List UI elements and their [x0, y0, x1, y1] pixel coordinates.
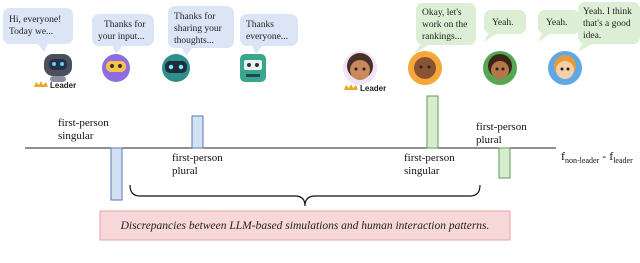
line: Thanks for: [104, 19, 146, 30]
avatar: [548, 51, 582, 85]
line: first-person: [58, 117, 109, 129]
avatar: [102, 54, 130, 82]
line: thoughts...: [174, 36, 214, 46]
avatar: [162, 54, 190, 82]
line: rankings...: [422, 32, 462, 42]
bar: [191, 115, 204, 149]
bubble: Yeah.: [484, 10, 526, 42]
symbol: f: [609, 149, 613, 163]
line: singular: [58, 130, 94, 142]
note-text: Discrepancies between LLM-based simulati…: [120, 220, 490, 232]
line: first-person: [476, 121, 527, 133]
avatar: [240, 54, 266, 82]
bubble-text: Hi, everyone! Today we...: [9, 15, 61, 37]
bar-label: first-person singular: [58, 117, 109, 142]
brace: [129, 184, 481, 207]
avatar: [343, 51, 377, 85]
avatar: [408, 51, 442, 85]
line: Thanks for: [174, 11, 216, 22]
crown: [34, 81, 48, 87]
line: sharing your: [174, 24, 223, 34]
line: Hi, everyone!: [9, 15, 61, 25]
avatar: [483, 51, 517, 85]
note-box: [99, 210, 511, 241]
bar: [426, 95, 439, 149]
bubble-text: Okay, let's work on the rankings...: [422, 8, 467, 42]
subscript: non-leader: [565, 156, 600, 165]
bubble-text: Thanks everyone...: [246, 20, 288, 42]
operator: -: [599, 149, 609, 163]
line: Yeah. I think: [583, 7, 632, 17]
axis-label: fnon-leader - fleader: [561, 149, 633, 165]
line: plural: [476, 134, 502, 146]
bubble: Okay, let's work on the rankings...: [414, 3, 476, 54]
bubble: Thanks for your input...: [92, 14, 154, 54]
bar: [110, 147, 123, 201]
subscript: leader: [613, 156, 633, 165]
bubble: Thanks everyone...: [240, 14, 298, 54]
line: your input...: [98, 32, 144, 42]
bubble-text: Thanks for sharing your thoughts...: [174, 11, 223, 46]
bubble: Yeah. I think that's a good idea.: [578, 2, 640, 52]
bubble-text: Thanks for your input...: [98, 19, 146, 42]
symbol: f: [561, 149, 565, 163]
line: Thanks: [246, 20, 274, 30]
bar-label: first-person plural: [172, 152, 223, 177]
bubble-text: Yeah. I think that's a good idea.: [583, 7, 632, 41]
crown: [344, 84, 358, 90]
line: everyone...: [246, 32, 288, 42]
leader-label: Leader: [360, 84, 386, 93]
line: plural: [172, 165, 198, 177]
bar-label: first-person singular: [404, 152, 455, 177]
line: Today we...: [9, 27, 53, 37]
bubble-text: Yeah.: [546, 18, 567, 28]
line: that's a good: [583, 19, 631, 29]
leader-label: Leader: [50, 81, 76, 90]
bubble-text: Yeah.: [492, 18, 513, 28]
line: first-person: [404, 152, 455, 164]
bubble: Hi, everyone! Today we...: [3, 8, 73, 52]
line: singular: [404, 165, 440, 177]
bar-label: first-person plural: [476, 121, 527, 146]
avatar: [44, 54, 72, 82]
bubble: Thanks for sharing your thoughts...: [168, 6, 234, 56]
line: idea.: [583, 31, 601, 41]
bar: [498, 147, 511, 179]
line: Okay, let's: [422, 8, 462, 18]
line: work on the: [422, 20, 467, 30]
line: first-person: [172, 152, 223, 164]
bubble: Yeah.: [538, 10, 580, 42]
